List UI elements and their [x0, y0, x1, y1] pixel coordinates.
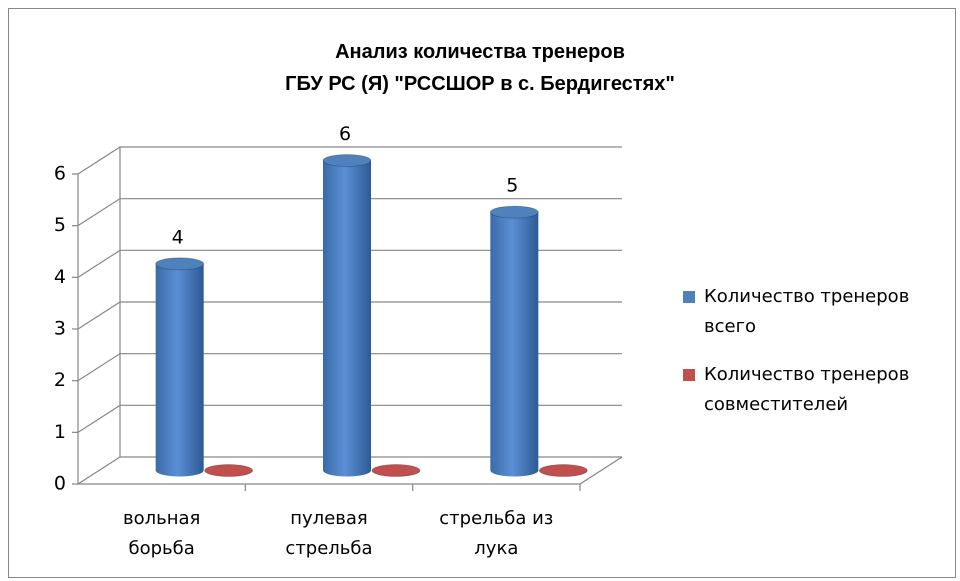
y-tick-label: 2 [54, 369, 66, 391]
bar [204, 464, 254, 477]
legend-label: Количество тренеров совместителей [704, 364, 910, 415]
x-tick-label: пулевая стрельба [285, 508, 373, 559]
y-tick-label: 0 [54, 473, 66, 495]
grid-line [77, 301, 622, 330]
grid-line [77, 249, 622, 278]
y-tick-label: 6 [54, 163, 66, 185]
legend-label: Количество тренеров всего [704, 286, 910, 337]
bar-body [323, 160, 371, 477]
bar [538, 464, 588, 477]
y-tick-label: 1 [54, 421, 66, 443]
grid-line [77, 353, 622, 382]
bar-top [204, 464, 254, 477]
title-line: ГБУ РС (Я) "РССШОР в с. Бердигестях" [285, 73, 675, 95]
grid-line [77, 404, 622, 433]
data-label: 5 [506, 175, 518, 197]
bar-body [155, 263, 204, 477]
y-tick-label: 3 [54, 318, 66, 340]
x-tick-label: стрельба из лука [439, 508, 554, 559]
title-line: Анализ количества тренеров [335, 41, 625, 63]
bar-top [489, 205, 539, 219]
bar-top [322, 154, 372, 167]
chart-title: Анализ количества тренеров ГБУ РС (Я) "Р… [0, 36, 960, 100]
legend-swatch [683, 291, 695, 303]
bar [155, 257, 205, 477]
bar-top [155, 257, 205, 271]
bar [322, 154, 372, 477]
data-label: 4 [172, 226, 184, 248]
x-tick-label: вольная борьба [122, 508, 201, 559]
bar-body [490, 212, 539, 477]
y-tick-label: 4 [54, 266, 66, 288]
bar-top [538, 464, 588, 477]
bar [489, 205, 539, 477]
bar [371, 464, 421, 477]
grid-line [77, 146, 622, 175]
grid-line [77, 198, 622, 227]
bar-top [371, 464, 421, 477]
y-tick-label: 5 [54, 214, 66, 236]
grid-line [77, 456, 622, 485]
data-label: 6 [339, 123, 351, 145]
legend-swatch [683, 369, 695, 381]
